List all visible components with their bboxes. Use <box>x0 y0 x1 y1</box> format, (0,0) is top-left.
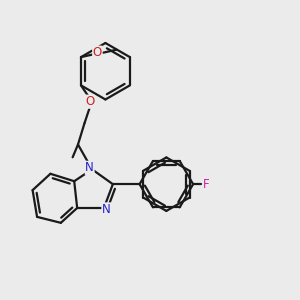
Text: O: O <box>85 95 94 108</box>
Text: O: O <box>93 46 102 59</box>
Text: N: N <box>85 161 94 174</box>
Text: N: N <box>102 203 111 216</box>
Text: F: F <box>203 178 210 191</box>
